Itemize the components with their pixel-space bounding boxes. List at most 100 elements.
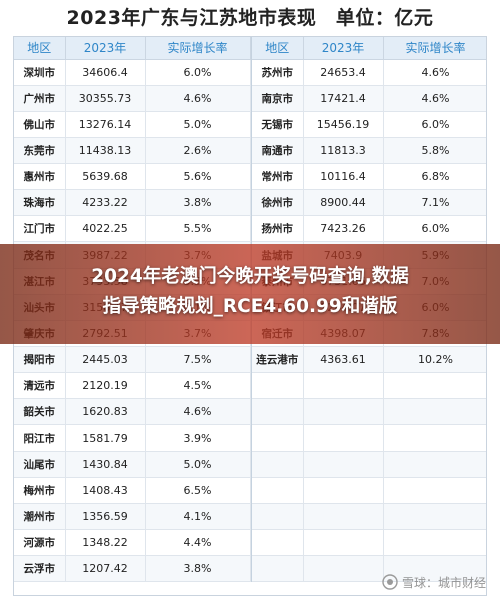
column-separator	[250, 555, 252, 582]
cell-gdp	[303, 451, 384, 478]
cell-growth-rate: 2.6%	[145, 137, 251, 165]
table-row: 珠海市 4233.22 3.8% 徐州市 8900.44 7.1%	[14, 189, 486, 217]
cell-region	[252, 372, 304, 400]
table-row: 揭阳市 2445.03 7.5% 连云港市 4363.61 10.2%	[14, 346, 486, 374]
cell-growth-rate: 3.8%	[145, 189, 251, 217]
column-separator	[250, 59, 252, 86]
page-title: 2023年广东与江苏地市表现 单位：亿元	[66, 7, 434, 29]
cell-growth-rate: 6.5%	[145, 477, 251, 504]
cell-region	[252, 503, 304, 531]
column-separator	[250, 85, 252, 112]
header-gdp-left: 2023年	[65, 37, 146, 60]
cell-growth-rate	[383, 451, 486, 478]
cell-growth-rate: 10.2%	[383, 346, 486, 374]
column-separator	[250, 137, 252, 164]
cell-region: 东莞市	[14, 137, 66, 165]
column-separator	[250, 111, 252, 138]
cell-region	[252, 451, 304, 478]
cell-growth-rate: 6.0%	[145, 59, 251, 86]
cell-region: 扬州市	[252, 215, 304, 243]
cell-gdp: 5639.68	[65, 163, 146, 191]
cell-region: 阳江市	[14, 424, 66, 452]
cell-gdp: 1356.59	[65, 503, 146, 531]
cell-region: 江门市	[14, 215, 66, 243]
table-row: 阳江市 1581.79 3.9%	[14, 424, 486, 452]
cell-gdp: 10116.4	[303, 163, 384, 191]
cell-gdp: 30355.73	[65, 85, 146, 112]
cell-growth-rate: 4.6%	[145, 398, 251, 426]
column-separator	[250, 503, 252, 530]
column-separator	[250, 529, 252, 556]
cell-growth-rate: 6.8%	[383, 163, 486, 191]
cell-growth-rate	[383, 477, 486, 504]
cell-gdp: 2445.03	[65, 346, 146, 374]
cell-gdp: 2120.19	[65, 372, 146, 400]
cell-region: 韶关市	[14, 398, 66, 426]
cell-gdp	[303, 372, 384, 400]
cell-region: 惠州市	[14, 163, 66, 191]
cell-region: 清远市	[14, 372, 66, 400]
table-row: 潮州市 1356.59 4.1%	[14, 503, 486, 531]
cell-gdp: 34606.4	[65, 59, 146, 86]
table-row: 惠州市 5639.68 5.6% 常州市 10116.4 6.8%	[14, 163, 486, 191]
column-separator	[250, 372, 252, 399]
cell-growth-rate: 4.6%	[383, 85, 486, 112]
cell-growth-rate: 5.0%	[145, 111, 251, 138]
cell-gdp: 13276.14	[65, 111, 146, 138]
cell-gdp: 11438.13	[65, 137, 146, 165]
cell-gdp: 24653.4	[303, 59, 384, 86]
cell-growth-rate: 3.9%	[145, 424, 251, 452]
cell-gdp: 1620.83	[65, 398, 146, 426]
cell-growth-rate: 7.5%	[145, 346, 251, 374]
cell-region	[252, 424, 304, 452]
cell-gdp: 1408.43	[65, 477, 146, 504]
column-separator	[250, 424, 252, 452]
column-separator	[250, 215, 252, 242]
cell-gdp: 11813.3	[303, 137, 384, 165]
cell-region: 徐州市	[252, 189, 304, 217]
cell-growth-rate: 5.5%	[145, 215, 251, 243]
cell-region: 连云港市	[252, 346, 304, 374]
cell-growth-rate	[383, 529, 486, 557]
cell-growth-rate: 5.6%	[145, 163, 251, 191]
cell-region	[252, 555, 304, 583]
cell-growth-rate: 5.0%	[145, 451, 251, 478]
table-row: 清远市 2120.19 4.5%	[14, 372, 486, 400]
cell-gdp	[303, 529, 384, 557]
cell-growth-rate: 4.6%	[383, 59, 486, 86]
cell-gdp: 1581.79	[65, 424, 146, 452]
table-row: 韶关市 1620.83 4.6%	[14, 398, 486, 426]
table-row: 汕尾市 1430.84 5.0%	[14, 451, 486, 478]
cell-growth-rate: 6.0%	[383, 215, 486, 243]
cell-growth-rate: 5.8%	[383, 137, 486, 165]
cell-gdp: 4363.61	[303, 346, 384, 374]
cell-region: 无锡市	[252, 111, 304, 138]
watermark-text: 雪球：城市财经	[401, 575, 486, 590]
cell-region: 苏州市	[252, 59, 304, 86]
cell-region: 深圳市	[14, 59, 66, 86]
table-row: 广州市 30355.73 4.6% 南京市 17421.4 4.6%	[14, 85, 486, 112]
cell-gdp: 8900.44	[303, 189, 384, 217]
cell-gdp: 7423.26	[303, 215, 384, 243]
table-row: 佛山市 13276.14 5.0% 无锡市 15456.19 6.0%	[14, 111, 486, 138]
cell-region: 汕尾市	[14, 451, 66, 478]
header-region-right: 地区	[252, 37, 304, 60]
cell-region: 广州市	[14, 85, 66, 112]
cell-region	[252, 398, 304, 426]
cell-region: 云浮市	[14, 555, 66, 583]
cell-growth-rate	[383, 503, 486, 531]
watermark: 雪球：城市财经	[382, 572, 486, 592]
cell-region: 南京市	[252, 85, 304, 112]
table-header-row: 地区 2023年 实际增长率 地区 2023年 实际增长率	[14, 37, 486, 60]
cell-gdp: 4233.22	[65, 189, 146, 217]
cell-growth-rate: 4.4%	[145, 529, 251, 557]
cell-region: 揭阳市	[14, 346, 66, 374]
cell-gdp	[303, 555, 384, 583]
cell-gdp	[303, 503, 384, 531]
cell-region	[252, 529, 304, 557]
cell-gdp	[303, 477, 384, 504]
column-separator	[250, 346, 252, 373]
cell-growth-rate: 4.6%	[145, 85, 251, 112]
snowball-logo-icon	[382, 574, 398, 590]
column-separator	[250, 37, 252, 59]
